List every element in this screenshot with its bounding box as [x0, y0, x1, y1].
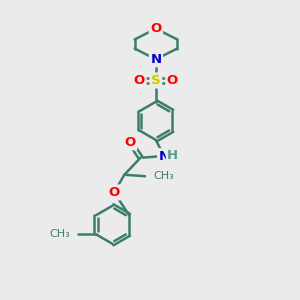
Text: O: O	[109, 186, 120, 199]
Text: O: O	[150, 22, 161, 35]
Text: CH₃: CH₃	[153, 171, 174, 181]
Text: O: O	[134, 74, 145, 87]
Text: O: O	[167, 74, 178, 87]
Text: H: H	[167, 149, 178, 162]
Text: O: O	[124, 136, 136, 149]
Text: CH₃: CH₃	[50, 230, 70, 239]
Text: S: S	[151, 74, 161, 87]
Text: N: N	[159, 150, 170, 163]
Text: N: N	[150, 53, 161, 66]
